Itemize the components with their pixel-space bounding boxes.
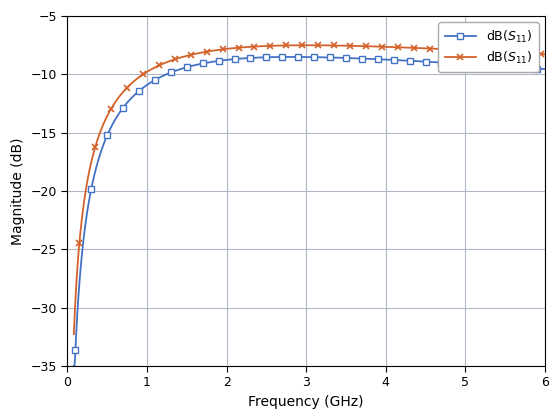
Legend: dB($S_{11}$), dB($S_{11}$): dB($S_{11}$), dB($S_{11}$) (438, 22, 539, 72)
X-axis label: Frequency (GHz): Frequency (GHz) (249, 395, 364, 409)
Y-axis label: Magnitude (dB): Magnitude (dB) (11, 137, 25, 245)
